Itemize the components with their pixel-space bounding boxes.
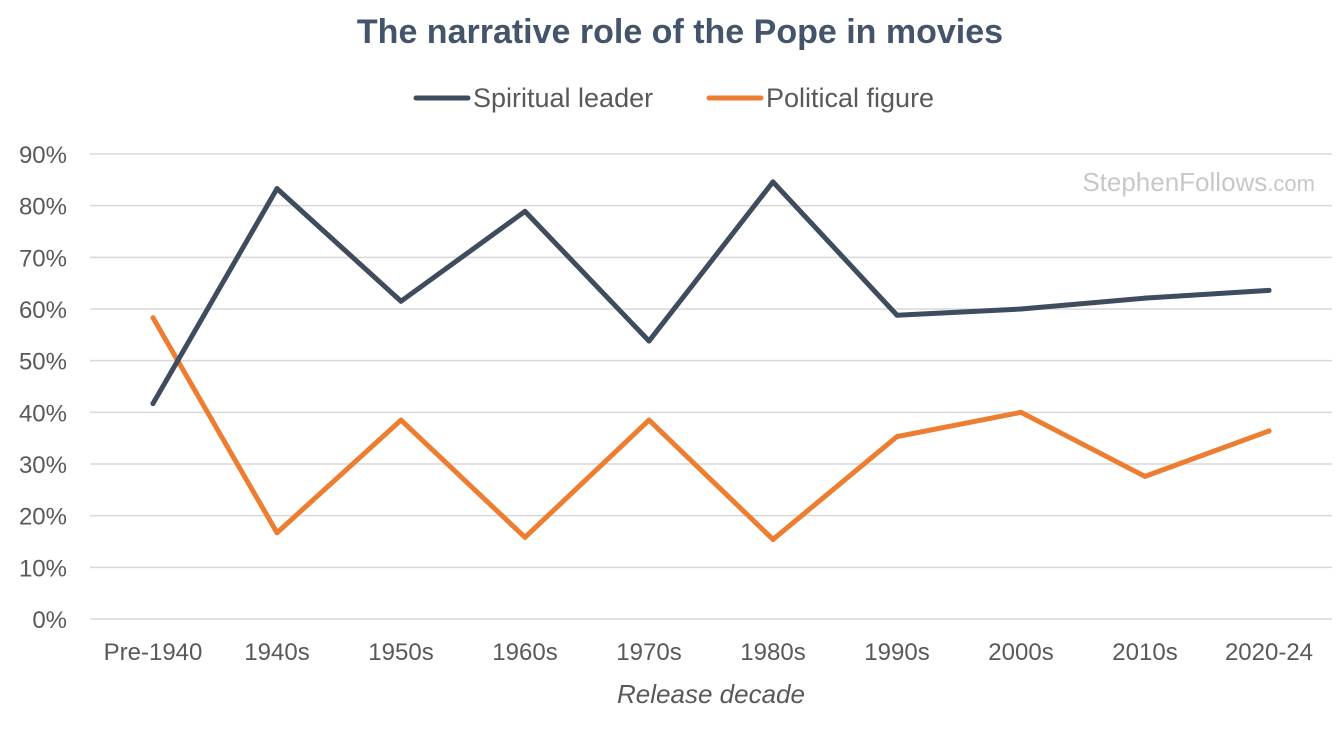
data-point-spiritual-leader-2000s: [1018, 306, 1024, 312]
x-axis: Pre-1940 1940s 1950s 1960s 1970s 1980s 1990s 20…: [104, 639, 1313, 666]
watermark-brand: StephenFollows: [1082, 167, 1267, 197]
legend-label-spiritual-leader: Spiritual leader: [473, 83, 653, 113]
x-axis-title: Release decade: [617, 679, 805, 709]
legend: Spiritual leader Political figure: [413, 83, 934, 113]
y-tick-label: 80%: [19, 194, 67, 221]
data-point-political-figure-1980s: [770, 536, 776, 542]
x-tick-label: 1970s: [616, 639, 681, 666]
data-point-spiritual-leader-1950s: [398, 298, 404, 304]
y-tick-label: 70%: [19, 245, 67, 272]
series-line-spiritual-leader: [150, 179, 1272, 407]
x-tick-label: 1960s: [492, 639, 557, 666]
data-point-spiritual-leader-1940s: [274, 186, 280, 192]
chart-title: The narrative role of the Pope in movies: [357, 13, 1003, 51]
data-point-spiritual-leader-1960s: [522, 208, 528, 214]
x-tick-label: 1950s: [368, 639, 433, 666]
series-political-figure: [150, 315, 1272, 542]
data-point-spiritual-leader-1990s: [894, 312, 900, 318]
x-tick-label: Pre-1940: [104, 639, 203, 666]
data-point-spiritual-leader-1980s: [770, 179, 776, 185]
y-tick-label: 60%: [19, 297, 67, 324]
x-tick-label: 1940s: [244, 639, 309, 666]
y-tick-label: 0%: [32, 607, 67, 634]
x-tick-label: 2000s: [988, 639, 1053, 666]
y-tick-label: 30%: [19, 452, 67, 479]
data-point-political-figure-2020-24: [1266, 428, 1272, 434]
series-lines: [150, 179, 1272, 542]
data-point-political-figure-1990s: [894, 434, 900, 440]
data-point-spiritual-leader-1970s: [646, 338, 652, 344]
gridlines: [90, 153, 1332, 620]
data-point-political-figure-1960s: [522, 534, 528, 540]
series-line-political-figure: [150, 315, 1272, 542]
data-point-political-figure-pre-1940: [150, 315, 156, 321]
watermark: StephenFollows.com: [1082, 167, 1315, 197]
data-point-political-figure-2010s: [1142, 473, 1148, 479]
y-tick-label: 90%: [19, 142, 67, 169]
data-point-spiritual-leader-pre-1940: [150, 401, 156, 407]
y-tick-label: 20%: [19, 504, 67, 531]
x-tick-label: 1980s: [740, 639, 805, 666]
data-point-political-figure-2000s: [1018, 409, 1024, 415]
y-axis: 0% 10% 20% 30% 40% 50% 60% 70% 80% 90%: [19, 142, 67, 634]
data-point-political-figure-1940s: [274, 530, 280, 536]
data-point-spiritual-leader-2010s: [1142, 295, 1148, 301]
legend-label-political-figure: Political figure: [766, 83, 934, 113]
x-tick-label: 2020-24: [1225, 639, 1313, 666]
x-tick-label: 1990s: [864, 639, 929, 666]
y-tick-label: 50%: [19, 349, 67, 376]
series-spiritual-leader: [150, 179, 1272, 407]
data-point-spiritual-leader-2020-24: [1266, 287, 1272, 293]
data-point-political-figure-1970s: [646, 417, 652, 423]
y-tick-label: 10%: [19, 555, 67, 582]
y-tick-label: 40%: [19, 400, 67, 427]
watermark-suffix: .com: [1267, 171, 1315, 196]
data-point-political-figure-1950s: [398, 417, 404, 423]
x-tick-label: 2010s: [1112, 639, 1177, 666]
